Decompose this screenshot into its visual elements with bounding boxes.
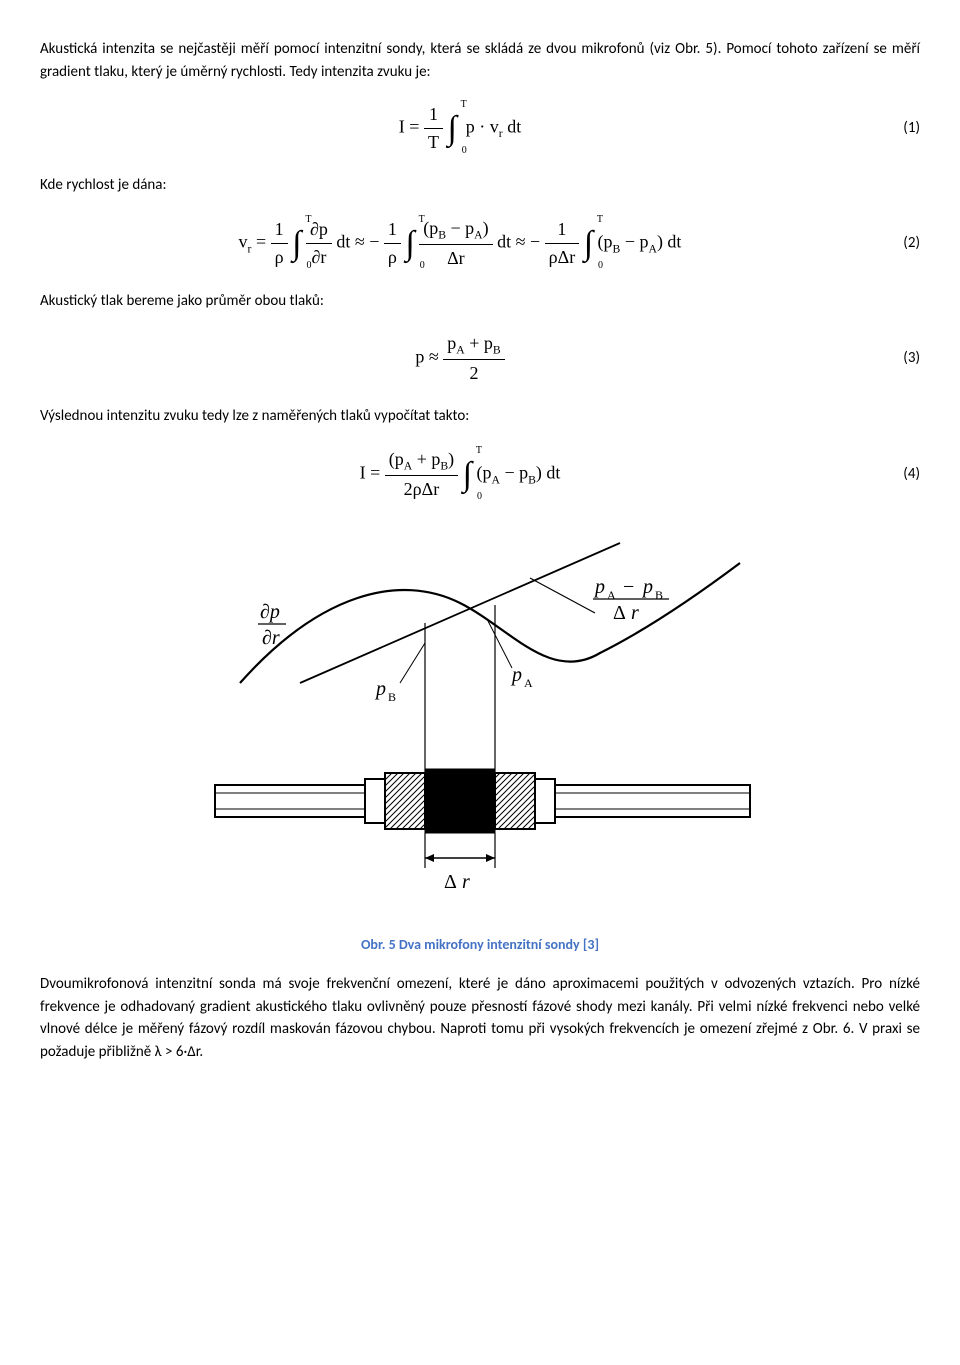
figure-5-caption: Obr. 5 Dva mikrofony intenzitní sondy [3… xyxy=(40,934,920,955)
equation-3: p ≈ pA + pB2 (3) xyxy=(40,330,920,387)
svg-text:A: A xyxy=(607,588,616,602)
svg-text:∂p: ∂p xyxy=(260,601,280,623)
svg-text:∂r: ∂r xyxy=(262,627,280,649)
svg-text:p: p xyxy=(641,576,653,598)
vr-label: Kde rychlost je dána: xyxy=(40,174,920,197)
equation-1: I = 1T ∫T0 p · vr dt (1) xyxy=(40,101,920,156)
svg-text:r: r xyxy=(462,871,470,893)
figure-5: p A − p B Δ r ∂p ∂r p B p A Δ r xyxy=(40,533,920,921)
equation-2-body: vr = 1ρ ∫T0 ∂p∂r dt ≈ − 1ρ ∫T0 (pB − pA)… xyxy=(40,215,880,272)
svg-text:r: r xyxy=(631,602,639,624)
svg-text:Δ: Δ xyxy=(613,602,626,624)
intro-paragraph: Akustická intenzita se nejčastěji měří p… xyxy=(40,38,920,83)
result-label: Výslednou intenzitu zvuku tedy lze z nam… xyxy=(40,405,920,428)
svg-text:−: − xyxy=(623,576,634,598)
equation-2-number: (2) xyxy=(880,232,920,255)
svg-text:B: B xyxy=(388,690,396,704)
equation-3-number: (3) xyxy=(880,347,920,370)
equation-2: vr = 1ρ ∫T0 ∂p∂r dt ≈ − 1ρ ∫T0 (pB − pA)… xyxy=(40,215,920,272)
equation-4: I = (pA + pB)2ρΔr ∫T0 (pA − pB) dt (4) xyxy=(40,446,920,503)
svg-text:p: p xyxy=(510,664,522,686)
probe-diagram: p A − p B Δ r ∂p ∂r p B p A Δ r xyxy=(200,533,760,913)
equation-4-body: I = (pA + pB)2ρΔr ∫T0 (pA − pB) dt xyxy=(40,446,880,503)
svg-text:p: p xyxy=(593,576,605,598)
equation-1-body: I = 1T ∫T0 p · vr dt xyxy=(40,101,880,156)
equation-3-body: p ≈ pA + pB2 xyxy=(40,330,880,387)
equation-1-number: (1) xyxy=(880,117,920,140)
pressure-avg-label: Akustický tlak bereme jako průměr obou t… xyxy=(40,290,920,313)
svg-text:B: B xyxy=(655,588,663,602)
closing-paragraph: Dvoumikrofonová intenzitní sonda má svoj… xyxy=(40,973,920,1063)
equation-4-number: (4) xyxy=(880,463,920,486)
svg-text:Δ: Δ xyxy=(444,871,457,893)
svg-text:p: p xyxy=(374,678,386,700)
svg-text:A: A xyxy=(524,676,533,690)
